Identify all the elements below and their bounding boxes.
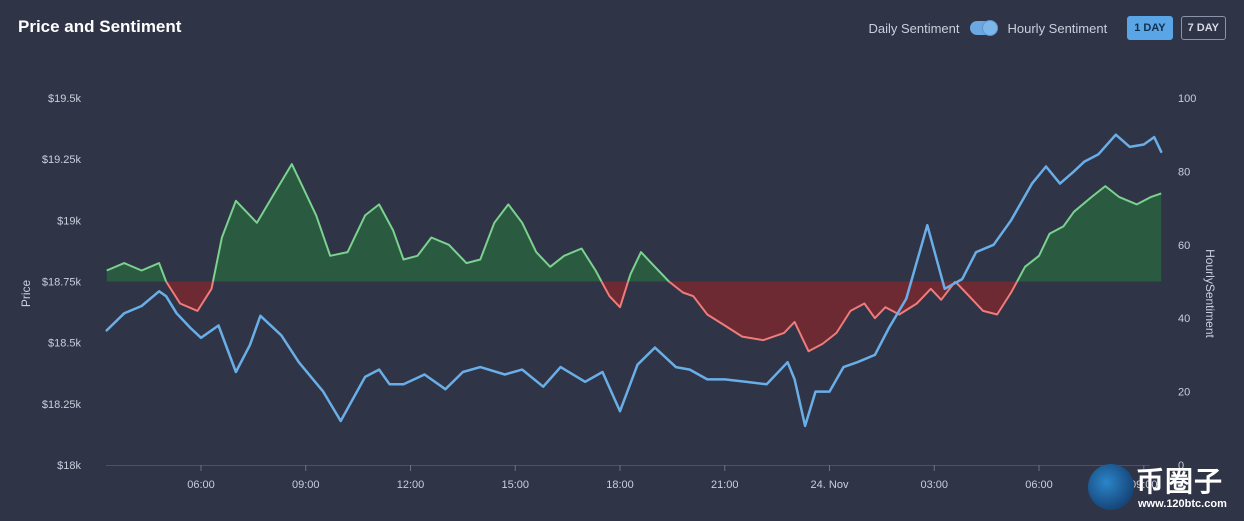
sentiment-positive-area — [1017, 186, 1162, 282]
sentiment-positive-line — [1016, 185, 1162, 282]
y-right-tick-label: 80 — [1178, 166, 1190, 178]
x-tick-label: 21:00 — [711, 479, 739, 491]
x-tick-label: 18:00 — [606, 479, 634, 491]
daily-sentiment-label[interactable]: Daily Sentiment — [868, 20, 960, 36]
sentiment-positive-line — [627, 251, 670, 283]
sentiment-negative-area — [668, 281, 956, 352]
y-left-tick-label: $19k — [57, 215, 81, 227]
x-tick-label: 03:00 — [920, 479, 948, 491]
x-tick-label: 24. Nov — [811, 479, 849, 491]
sentiment-positive-area — [213, 164, 602, 282]
y-right-tick-label: 60 — [1178, 240, 1190, 252]
x-tick-label: 06:00 — [1025, 479, 1053, 491]
y-left-axis-title: Price — [19, 280, 33, 308]
chart-controls: Daily Sentiment Hourly Sentiment 1 DAY 7… — [868, 16, 1226, 40]
sentiment-positive-line — [106, 262, 168, 282]
x-tick-label: 09:00 — [292, 479, 320, 491]
sentiment-toggle[interactable] — [969, 20, 998, 36]
y-right-axis-title: HourlySentiment — [1203, 249, 1217, 338]
x-tick-label: 09:00 — [1130, 479, 1158, 491]
price-sentiment-chart: $19.5k $19.25k $19k $18.75k $18.5k $18.25k $18… — [19, 93, 1217, 491]
sentiment-positive-line — [212, 163, 603, 282]
hourly-sentiment-label[interactable]: Hourly Sentiment — [1007, 20, 1108, 36]
sentiment-negative-line — [165, 280, 214, 312]
watermark-text: 币圈子 — [1136, 466, 1224, 497]
price-series-group — [105, 133, 1163, 428]
axes-group: $19.5k $19.25k $19k $18.75k $18.5k $18.25k $18… — [19, 93, 1217, 491]
sentiment-series-group — [106, 163, 1162, 353]
chart-title: Price and Sentiment — [18, 17, 182, 36]
watermark: 币圈子 www.120btc.com — [1088, 458, 1234, 514]
y-left-tick-label: $18.25k — [42, 399, 82, 411]
chart-header: Price and Sentiment Daily Sentiment Hour… — [0, 0, 1244, 60]
y-left-tick-label: $18k — [57, 460, 81, 472]
y-right-tick-label: 0 — [1178, 460, 1184, 472]
toggle-knob[interactable] — [981, 20, 998, 36]
x-tick-label: 12:00 — [397, 479, 425, 491]
range-1-day-button[interactable]: 1 DAY — [1127, 16, 1173, 40]
y-left-tick-label: $19.5k — [48, 93, 82, 105]
watermark-logo-icon — [1088, 464, 1134, 510]
price-line — [105, 133, 1163, 428]
x-tick-label: 15:00 — [501, 479, 529, 491]
chart-area: $19.5k $19.25k $19k $18.75k $18.5k $18.25k $18… — [0, 60, 1244, 516]
y-left-tick-label: $18.75k — [42, 277, 82, 289]
sentiment-negative-line — [600, 281, 630, 309]
sentiment-negative-line — [954, 280, 1018, 316]
watermark-subtext: www.120btc.com — [1138, 498, 1227, 510]
y-right-tick-label: 40 — [1178, 313, 1190, 325]
y-right-tick-label: 100 — [1178, 93, 1196, 105]
y-left-tick-label: $18.5k — [48, 338, 82, 350]
sentiment-positive-area — [106, 263, 167, 282]
x-tick-label: 06:00 — [187, 479, 215, 491]
y-right-tick-label: 20 — [1178, 387, 1190, 399]
y-left-tick-label: $19.25k — [42, 154, 82, 166]
range-7-day-button[interactable]: 7 DAY — [1180, 16, 1226, 40]
sentiment-negative-line — [668, 280, 956, 353]
